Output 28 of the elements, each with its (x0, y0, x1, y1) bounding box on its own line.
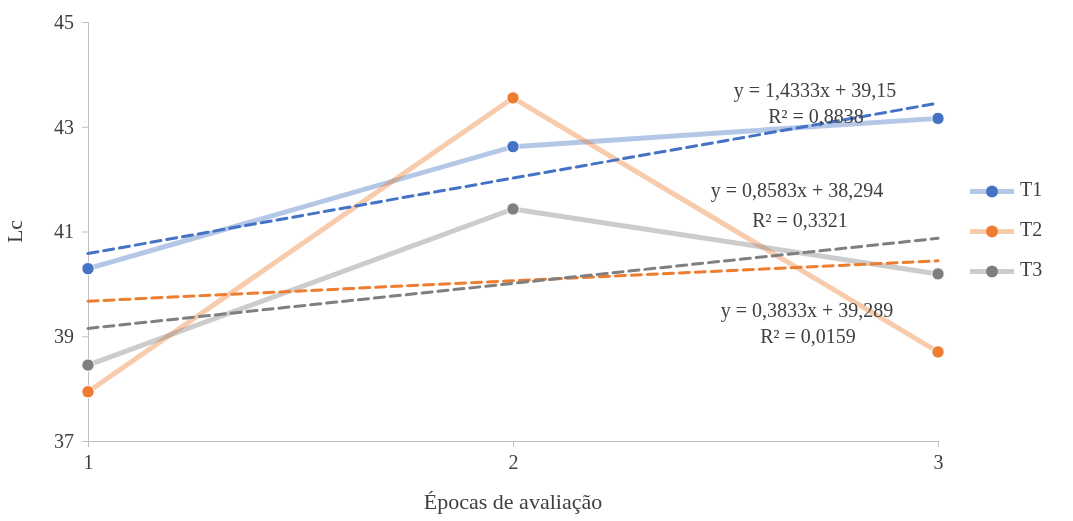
x-tick-label: 3 (933, 451, 944, 474)
y-tick-label: 45 (54, 10, 74, 33)
point (81, 385, 95, 399)
point (931, 267, 945, 281)
point (506, 91, 520, 105)
point (931, 345, 945, 359)
annotation: y = 1,4333x + 39,15 (733, 78, 897, 102)
x-axis-title: Épocas de avaliação (423, 489, 603, 514)
legend-label: T1 (1020, 178, 1043, 201)
annotation: y = 0,3833x + 39,289 (720, 298, 894, 322)
x-tick-label: 2 (508, 451, 519, 474)
point (81, 262, 95, 276)
y-axis-title: Lc (2, 219, 27, 244)
legend-label: T3 (1020, 258, 1043, 281)
annotation: R² = 0,3321 (752, 208, 848, 231)
point (81, 358, 95, 372)
annotation: R² = 0,0159 (760, 324, 856, 347)
y-tick-label: 37 (54, 429, 74, 452)
legend-label: T2 (1020, 218, 1043, 241)
x-tick-label: 1 (83, 451, 94, 474)
point (931, 111, 945, 126)
point (506, 202, 520, 216)
y-tick-label: 41 (54, 220, 74, 243)
annotation: y = 0,8583x + 38,294 (710, 178, 884, 202)
point (506, 139, 520, 154)
y-tick-label: 43 (54, 115, 74, 138)
y-tick-label: 39 (54, 325, 74, 348)
annotation: R² = 0,8838 (768, 104, 864, 127)
